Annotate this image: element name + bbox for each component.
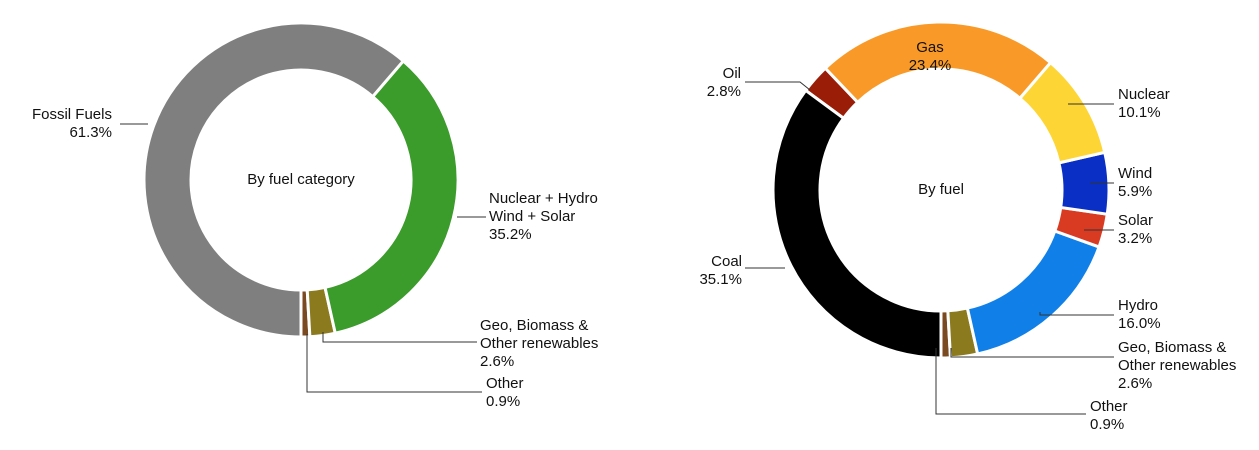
segment-label: Oil xyxy=(723,65,741,82)
value-label: 10.1% xyxy=(1118,104,1161,121)
segment-label: Nuclear + Hydro Wind + Solar xyxy=(489,190,598,225)
leader-line xyxy=(935,348,1086,415)
value-label: 0.9% xyxy=(486,393,520,410)
segment-label: Gas xyxy=(916,39,944,56)
segment-label: Wind xyxy=(1118,165,1152,182)
value-label: 35.1% xyxy=(699,271,742,288)
segment-label: Geo, Biomass & Other renewables xyxy=(1118,339,1236,374)
value-label: 3.2% xyxy=(1118,230,1152,247)
value-label: 61.3% xyxy=(69,124,112,141)
segment-label: Other xyxy=(486,375,524,392)
center-label: By fuel category xyxy=(247,171,355,188)
leader-line xyxy=(1039,312,1114,316)
leader-line xyxy=(745,81,811,91)
segment-label: Other xyxy=(1090,398,1128,415)
leader-line xyxy=(306,334,482,393)
donut-segment xyxy=(323,58,460,336)
segment-label: Geo, Biomass & Other renewables xyxy=(480,317,598,352)
value-label: 2.6% xyxy=(480,353,514,370)
value-label: 35.2% xyxy=(489,226,532,243)
value-label: 2.8% xyxy=(707,83,741,100)
segment-label: Coal xyxy=(711,253,742,270)
donut-segment xyxy=(771,88,943,360)
value-label: 16.0% xyxy=(1118,315,1161,332)
donut-segment xyxy=(965,229,1101,356)
leader-line xyxy=(950,348,1114,358)
value-label: 5.9% xyxy=(1118,183,1152,200)
segment-label: Solar xyxy=(1118,212,1153,229)
value-label: 2.6% xyxy=(1118,375,1152,392)
donut-segment xyxy=(142,21,406,339)
segment-label: Hydro xyxy=(1118,297,1158,314)
center-label: By fuel xyxy=(918,181,964,198)
value-label: 0.9% xyxy=(1090,416,1124,433)
segment-label: Nuclear xyxy=(1118,86,1170,103)
value-label: 23.4% xyxy=(909,57,952,74)
leader-line xyxy=(322,332,477,343)
segment-label: Fossil Fuels xyxy=(32,106,112,123)
